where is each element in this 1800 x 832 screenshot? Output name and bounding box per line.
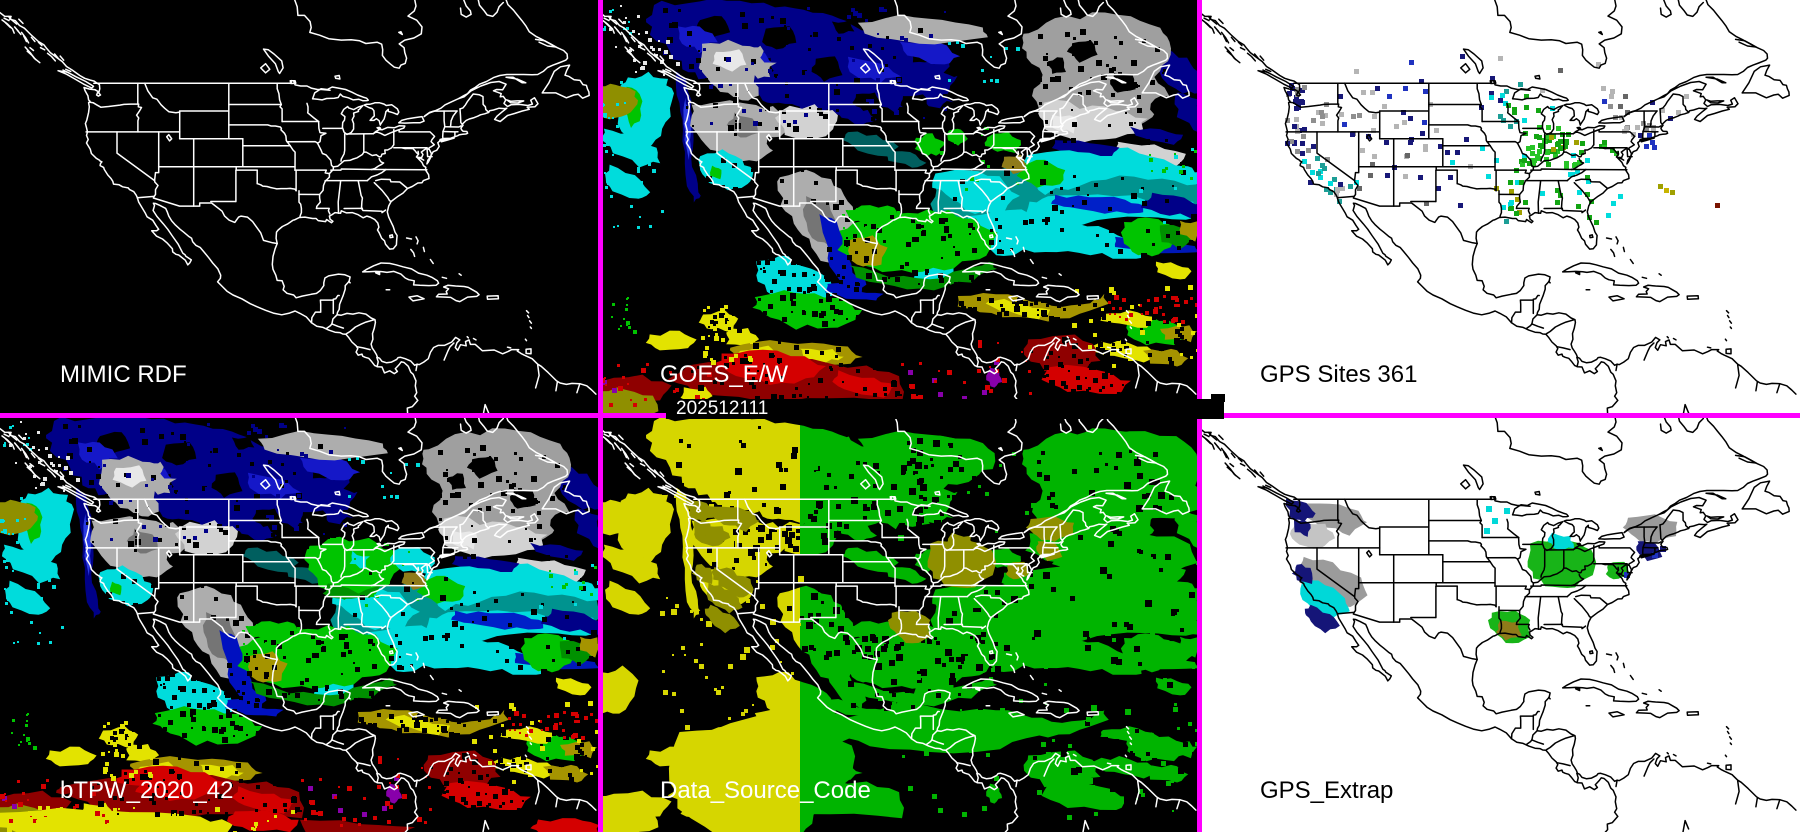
svg-text:Data_Source_Code: Data_Source_Code bbox=[660, 777, 871, 804]
svg-text:MIMIC RDF: MIMIC RDF bbox=[60, 361, 187, 388]
svg-text:GOES_E/W: GOES_E/W bbox=[660, 361, 788, 388]
svg-text:bTPW_2020_42: bTPW_2020_42 bbox=[60, 777, 233, 804]
svg-text:GPS_Extrap: GPS_Extrap bbox=[1260, 777, 1393, 804]
svg-text:GPS Sites 361: GPS Sites 361 bbox=[1260, 361, 1417, 388]
